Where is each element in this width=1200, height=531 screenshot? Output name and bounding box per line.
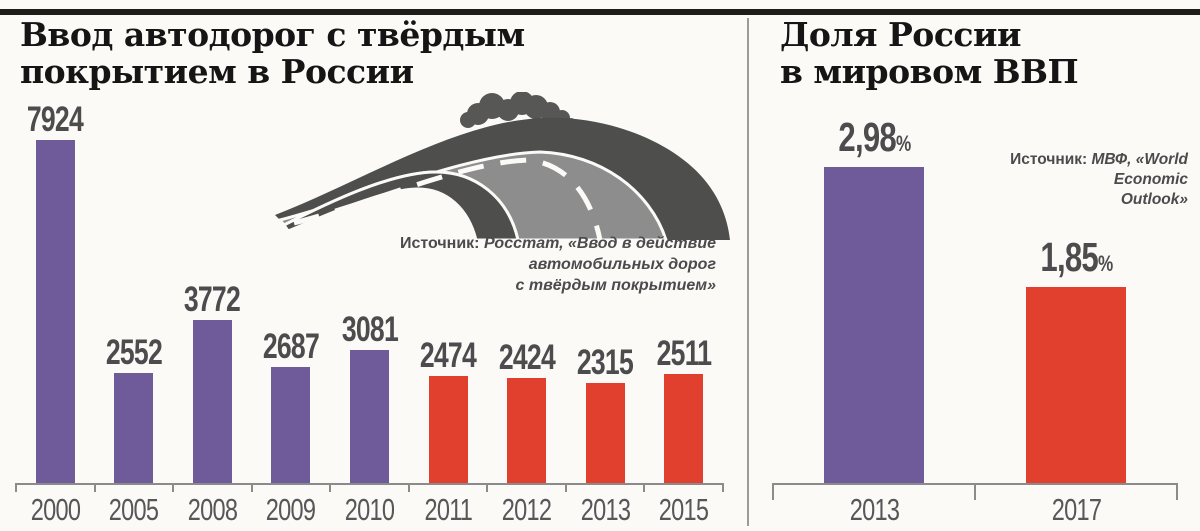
bar-value-label: 2315 xyxy=(577,342,634,382)
year-label: 2015 xyxy=(659,492,709,527)
bar-column: 2,98% xyxy=(773,101,975,483)
road-icon xyxy=(275,117,730,240)
bar-column: 2474 xyxy=(409,101,488,483)
year-label: 2008 xyxy=(187,492,238,527)
axis-tick xyxy=(93,483,96,492)
axis-tick xyxy=(974,483,976,500)
axis-tick xyxy=(407,483,410,492)
axis-tick xyxy=(486,483,489,492)
bar xyxy=(507,378,547,483)
x-axis xyxy=(16,483,723,485)
bar xyxy=(192,319,232,483)
bar xyxy=(585,382,625,483)
source-text-line1: Росстат, «Ввод в действие автомобильных … xyxy=(483,235,716,273)
gdp-chart: 2,98% 1,85% 2013 2017 xyxy=(772,101,1178,527)
year-labels: 2013 2017 xyxy=(773,492,1177,527)
bar-value-label: 3772 xyxy=(184,279,241,319)
gdp-title: Доля России в мировом ВВП xyxy=(780,15,1079,91)
bar-value-label: 2552 xyxy=(105,332,163,372)
bars-row: 2,98% 1,85% xyxy=(773,101,1177,483)
year-label: 2009 xyxy=(266,492,316,527)
axis-tick xyxy=(722,483,724,492)
source-prefix: Источник: xyxy=(399,235,480,252)
bar xyxy=(114,372,154,483)
axis-tick xyxy=(172,483,175,492)
panel-divider xyxy=(747,18,749,526)
gdp-source: Источник: МВФ, «World Economic Outlook» xyxy=(938,150,1188,210)
axis-tick xyxy=(15,483,17,492)
bar-column: 2511 xyxy=(645,101,724,483)
year-label: 2005 xyxy=(109,492,159,527)
source-text-line1: МВФ, «World Economic xyxy=(1091,151,1188,188)
year-labels: 2000 2005 2008 2009 2010 2011 2012 2013 2015 xyxy=(16,492,723,527)
bar-value-label: 2511 xyxy=(656,334,712,374)
percent-sign: % xyxy=(895,131,911,156)
bar-value-label: 2687 xyxy=(262,326,320,366)
bar-column: 3772 xyxy=(173,101,252,483)
bar-column: 7924 xyxy=(16,101,95,483)
year-label: 2017 xyxy=(1051,492,1101,527)
bar-value-label: 1,85% xyxy=(1039,233,1113,280)
bar-value-label: 2424 xyxy=(498,338,556,378)
year-label: 2010 xyxy=(344,492,395,527)
bar-column: 2687 xyxy=(252,101,331,483)
source-prefix: Источник: xyxy=(1010,151,1088,168)
axis-tick xyxy=(772,483,774,500)
bar xyxy=(1026,286,1126,483)
bar-column: 3081 xyxy=(330,101,409,483)
roads-title-line2: покрытием в России xyxy=(20,52,414,91)
bar-column: 2424 xyxy=(487,101,566,483)
bar-value-label: 2474 xyxy=(420,335,477,375)
bars-row: 7924 2552 3772 2687 3081 2474 2424 2315 2511 xyxy=(16,101,723,483)
year-label: 2013 xyxy=(580,492,631,527)
roads-title-line1: Ввод автодорог с твёрдым xyxy=(20,15,525,54)
year-label: 2000 xyxy=(30,492,81,527)
bar xyxy=(35,140,75,483)
bar xyxy=(271,366,311,483)
bar xyxy=(824,167,924,483)
roads-chart: 7924 2552 3772 2687 3081 2474 2424 2315 2511 200… xyxy=(15,101,724,527)
axis-tick xyxy=(1176,483,1178,500)
bar-column: 2552 xyxy=(95,101,174,483)
year-label: 2011 xyxy=(424,492,472,527)
bar xyxy=(428,375,468,483)
bar xyxy=(664,374,704,483)
bar xyxy=(350,349,390,483)
roads-title: Ввод автодорог с твёрдым покрытием в Росс… xyxy=(20,16,525,90)
percent-sign: % xyxy=(1097,250,1113,276)
axis-tick xyxy=(329,483,332,492)
road-illustration xyxy=(275,92,730,240)
axis-tick xyxy=(564,483,567,492)
axis-tick xyxy=(250,483,253,492)
top-rule xyxy=(0,9,1200,15)
year-label: 2013 xyxy=(849,492,899,527)
bar-value-label: 7924 xyxy=(27,100,84,139)
roads-source: Источник: Росстат, «Ввод в действие авто… xyxy=(276,233,716,296)
gdp-title-line1: Доля России xyxy=(780,15,1021,54)
axis-tick xyxy=(643,483,646,492)
source-text-line2: с твёрдым покрытием» xyxy=(515,277,716,294)
year-label: 2012 xyxy=(501,492,552,527)
bar-value-label: 2,98% xyxy=(837,114,911,160)
source-text-line2: Outlook» xyxy=(1120,191,1188,208)
gdp-title-line2: в мировом ВВП xyxy=(780,52,1079,91)
bar-column: 1,85% xyxy=(975,101,1177,483)
bar-column: 2315 xyxy=(566,101,645,483)
bar-value-label: 3081 xyxy=(341,309,398,349)
